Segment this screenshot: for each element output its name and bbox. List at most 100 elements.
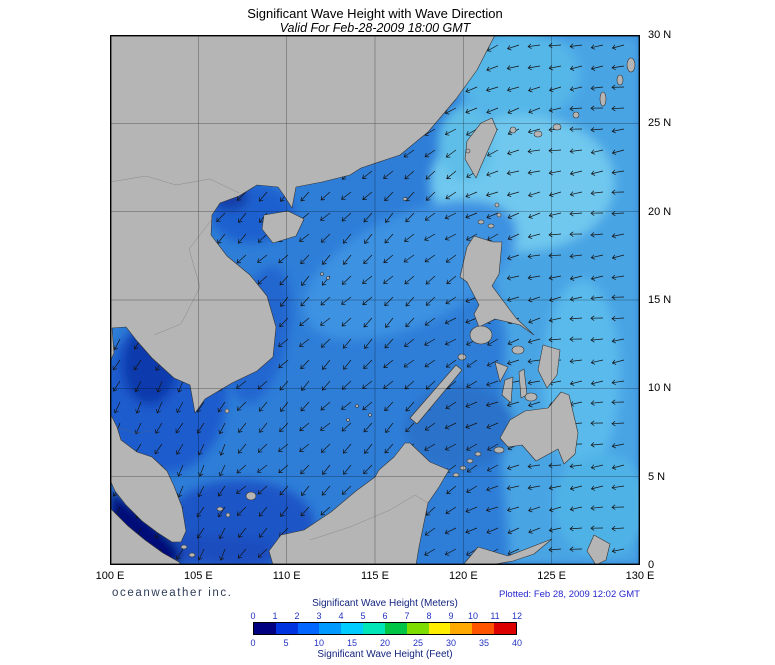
legend-meters-tick: 9 xyxy=(448,611,454,621)
land-ryukyu-island xyxy=(552,123,562,131)
y-axis-tick-label: 10 N xyxy=(648,382,672,395)
latitude-axis: 30 N 25 N 20 N 15 N 10 N 5 N 0 xyxy=(648,29,688,571)
land-mindanao xyxy=(499,391,579,465)
legend-color-segment xyxy=(341,623,364,634)
legend-feet-tick: 15 xyxy=(346,638,357,648)
y-axis-tick-label: 15 N xyxy=(648,293,672,306)
land-ryukyu-island xyxy=(599,91,607,107)
page-title: Significant Wave Height with Wave Direct… xyxy=(247,6,503,21)
land-panay xyxy=(494,361,509,383)
legend-color-segment xyxy=(384,623,407,634)
y-axis-tick-label: 5 N xyxy=(648,470,666,483)
land-halmahera xyxy=(586,534,611,566)
legend-feet-tick: 5 xyxy=(283,638,289,648)
grid-lines xyxy=(110,35,640,565)
land-sulu-island xyxy=(466,458,474,464)
land-calamian xyxy=(457,353,467,361)
land-ryukyu-island xyxy=(616,74,624,86)
legend-color-bar xyxy=(253,622,517,635)
legend-color-segment xyxy=(494,623,516,634)
land-pratas xyxy=(402,197,408,201)
land-malay-peninsula xyxy=(109,412,187,543)
oceanweather-logo-text: oceanweather inc. xyxy=(112,587,233,599)
legend-color-segment xyxy=(363,623,385,634)
land-riau-island xyxy=(188,552,196,558)
land-taiwan xyxy=(464,117,498,179)
land-spratly-islet xyxy=(355,404,359,408)
legend-color-segment xyxy=(428,623,451,634)
legend-meters-tick: 10 xyxy=(467,611,478,621)
land-mindoro xyxy=(469,325,493,345)
legend-color-segment xyxy=(297,623,320,634)
legend-color-segment xyxy=(450,623,473,634)
land-penghu xyxy=(465,148,471,154)
plotted-timestamp: Plotted: Feb 28, 2009 12:02 GMT xyxy=(498,589,640,600)
legend-meters-tick: 1 xyxy=(272,611,278,621)
legend-color-segment xyxy=(319,623,342,634)
land-anambas xyxy=(225,512,231,518)
land-masbate xyxy=(511,345,525,355)
longitude-axis: 100 E 105 E 110 E 115 E 120 E 125 E 130 E xyxy=(90,570,660,582)
land-spratly-islet xyxy=(346,418,350,422)
land-natuna xyxy=(245,491,257,501)
land-negros xyxy=(501,376,514,404)
legend-meters-tick: 7 xyxy=(404,611,410,621)
land-bohol xyxy=(524,392,538,402)
legend-feet-label: Significant Wave Height (Feet) xyxy=(317,649,453,660)
land-ryukyu-island xyxy=(509,126,517,134)
land-basilan xyxy=(493,446,505,454)
land-ryukyu-island xyxy=(533,130,543,138)
legend-meters-tick: 11 xyxy=(490,611,500,621)
land-layer xyxy=(109,34,636,566)
map-image xyxy=(103,30,650,570)
legend-feet-tick: 30 xyxy=(445,638,456,648)
legend-feet-tick: 40 xyxy=(511,638,522,648)
land-sulu-island xyxy=(452,472,460,478)
land-palawan xyxy=(409,364,463,425)
legend-meters-tick: 6 xyxy=(382,611,388,621)
country-borders xyxy=(109,175,429,541)
legend-meters-tick: 12 xyxy=(511,611,522,621)
legend-meters-tick: 2 xyxy=(294,611,300,621)
legend-feet-scale: 0 5 10 15 20 25 30 35 40 xyxy=(242,638,528,648)
land-batanes-island xyxy=(496,212,502,218)
legend-meters-tick: 5 xyxy=(360,611,366,621)
land-sulu-island xyxy=(474,451,482,457)
land-riau-island xyxy=(180,544,188,550)
land-babuyan-island xyxy=(487,223,495,229)
legend-meters-tick: 3 xyxy=(316,611,322,621)
land-hainan xyxy=(261,210,305,244)
x-axis-tick-label: 130 E xyxy=(625,570,655,582)
legend-meters-scale: 0 1 2 3 4 5 6 7 8 9 10 11 12 xyxy=(242,611,528,621)
legend-meters-label: Significant Wave Height (Meters) xyxy=(312,598,458,609)
x-axis-tick-label: 125 E xyxy=(537,570,567,582)
x-axis-tick-label: 120 E xyxy=(448,570,478,582)
land-anambas xyxy=(216,506,224,512)
y-axis-tick-label: 30 N xyxy=(648,29,672,41)
x-axis-tick-label: 115 E xyxy=(361,570,389,582)
legend-feet-tick: 10 xyxy=(313,638,324,648)
land-babuyan-island xyxy=(477,219,485,225)
legend-meters-tick: 4 xyxy=(338,611,344,621)
land-ryukyu-island xyxy=(572,111,580,119)
land-spratly-islet xyxy=(368,413,372,417)
legend-color-segment xyxy=(472,623,495,634)
legend-color-segment xyxy=(254,623,276,634)
legend-meters-tick: 0 xyxy=(250,611,256,621)
land-sulu-island xyxy=(459,465,467,471)
valid-time-subtitle: Valid For Feb-28-2009 18:00 GMT xyxy=(279,21,471,35)
legend-feet-tick: 20 xyxy=(379,638,390,648)
y-axis-tick-label: 25 N xyxy=(648,117,672,130)
land-mainland-asia xyxy=(109,34,496,414)
x-axis-tick-label: 100 E xyxy=(95,570,125,582)
land-borneo xyxy=(268,442,450,566)
land-ryukyu-island xyxy=(626,57,636,73)
x-axis-tick-label: 105 E xyxy=(183,570,213,582)
map-canvas xyxy=(103,30,650,570)
x-axis-tick-label: 110 E xyxy=(272,570,301,582)
y-axis-tick-label: 0 xyxy=(648,558,655,571)
land-batanes-island xyxy=(494,202,500,208)
map-frame-border xyxy=(109,34,640,565)
land-con-son xyxy=(224,408,230,414)
